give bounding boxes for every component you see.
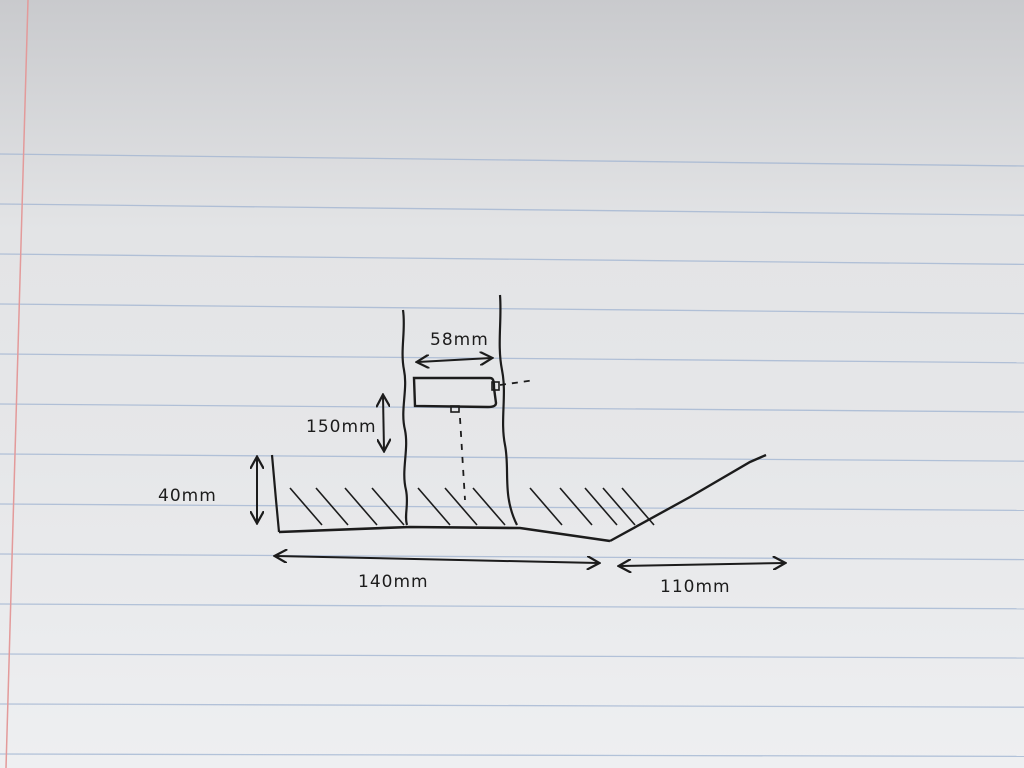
dim-arrow-base-length — [276, 556, 598, 563]
left-wall-line — [270, 454, 281, 533]
base-line — [278, 525, 611, 543]
hatch-stroke — [602, 487, 636, 526]
ruled-line — [0, 753, 1024, 758]
ruled-line — [0, 653, 1024, 659]
hatching — [289, 487, 655, 526]
sensor-device-box — [412, 376, 498, 409]
ruled-line — [0, 203, 1024, 216]
device-bottom-tab — [450, 405, 460, 413]
device-side-dashed-line — [499, 379, 536, 386]
label-height-gap: 150mm — [306, 417, 377, 437]
hatch-stroke — [444, 487, 478, 526]
shaft-left-wall — [401, 309, 409, 526]
label-base-length: 140mm — [358, 572, 429, 592]
label-wall-height: 40mm — [158, 486, 217, 506]
hatch-stroke — [315, 487, 349, 526]
label-top-width: 58mm — [430, 330, 489, 350]
hatch-stroke — [371, 487, 405, 526]
ruled-line — [0, 253, 1024, 266]
ruled-line — [0, 153, 1024, 167]
margin-line — [5, 0, 29, 768]
ruled-line — [0, 303, 1024, 315]
hatch-stroke — [584, 487, 618, 526]
dim-arrow-top-width — [418, 358, 491, 362]
ruled-line — [0, 453, 1024, 462]
ruled-line — [0, 703, 1024, 708]
ruled-line — [0, 503, 1024, 512]
hatch-stroke — [289, 487, 323, 526]
dim-arrow-ramp-length — [620, 563, 784, 566]
dim-arrow-height-gap — [383, 396, 384, 450]
hatch-stroke — [472, 487, 506, 526]
ruled-lines — [0, 153, 1024, 758]
device-beam-dashed-line — [459, 417, 466, 501]
hatch-stroke — [344, 487, 378, 526]
ruled-line — [0, 603, 1024, 610]
device-side-tab — [491, 381, 500, 391]
label-ramp-length: 110mm — [660, 577, 731, 597]
ruled-line — [0, 403, 1024, 413]
hatch-stroke — [417, 487, 451, 526]
hatch-stroke — [529, 487, 563, 526]
hatch-stroke — [621, 487, 655, 526]
ruled-line — [0, 553, 1024, 561]
ruled-line — [0, 353, 1024, 364]
shaft-right-wall — [498, 294, 518, 526]
ramp-line — [609, 453, 767, 543]
hatch-stroke — [559, 487, 593, 526]
